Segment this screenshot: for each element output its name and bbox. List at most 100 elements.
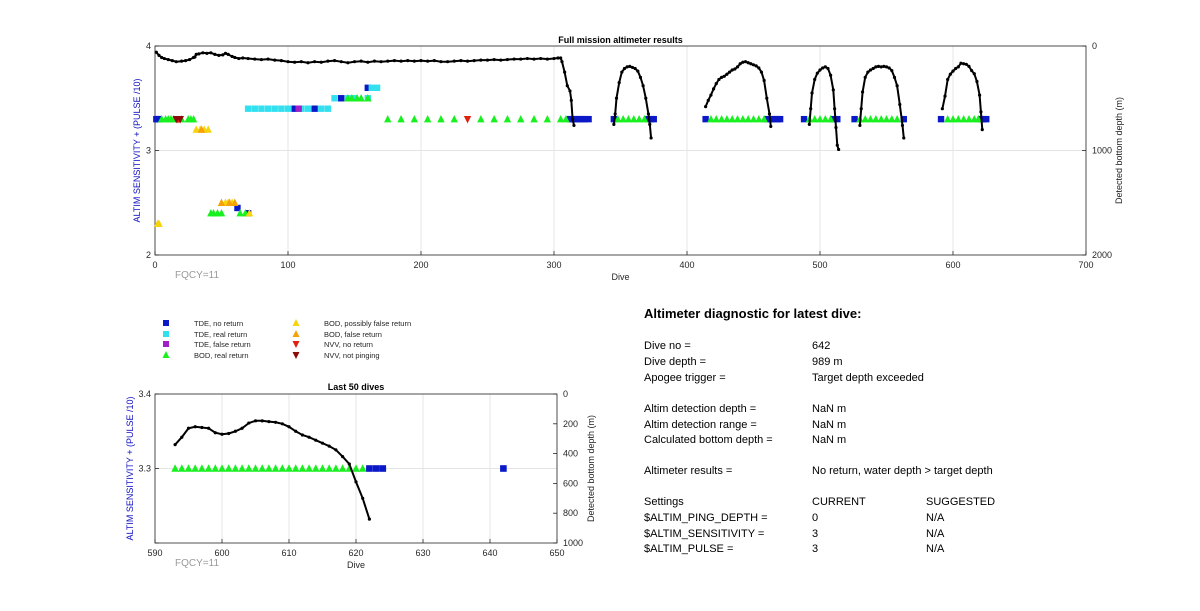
sensitivity-current: 3: [812, 528, 819, 540]
marker-tde-no-return: [776, 115, 784, 123]
bottom-depth-point: [306, 61, 310, 65]
bottom-depth-point: [233, 55, 237, 60]
marker-tde-real-return: [304, 105, 312, 112]
bottom-depth-point: [980, 128, 984, 132]
marker-bod-real-return: [810, 114, 819, 123]
x-tick-label: 100: [280, 260, 295, 270]
bottom-depth-point: [372, 59, 377, 63]
marker-bod-real-return: [562, 114, 570, 123]
bottom-depth-point: [213, 431, 217, 435]
chart-title: Full mission altimeter results: [558, 35, 683, 45]
marker-bod-false-return: [231, 198, 239, 206]
legend-marker-bod-real-return: [162, 351, 170, 358]
bottom-depth-point: [638, 75, 643, 79]
bottom-depth-point: [253, 419, 258, 423]
marker-bod-real-return: [744, 114, 752, 123]
bottom-depth-point: [157, 53, 161, 58]
bottom-depth-point: [644, 96, 648, 100]
bottom-depth-point: [706, 98, 710, 102]
bottom-depth-point: [366, 60, 370, 64]
x-tick-label: 620: [348, 548, 363, 558]
bottom-depth-point: [709, 93, 713, 97]
y-tick-label: 3.4: [138, 389, 151, 399]
bottom-depth-point: [612, 122, 616, 126]
bottom-depth-point: [769, 124, 773, 129]
bottom-depth-point: [565, 84, 569, 88]
bottom-depth-point: [213, 52, 217, 56]
legend-marker-bod-possibly-false-return: [292, 319, 300, 326]
bottom-depth-point: [386, 59, 390, 63]
bottom-depth-point: [241, 56, 245, 60]
marker-bod-real-return: [245, 464, 253, 472]
bottom-depth-point: [874, 65, 878, 69]
marker-bod-real-return: [265, 464, 273, 472]
bottom-depth-point: [712, 87, 716, 91]
bottom-depth-point: [815, 71, 819, 75]
bottom-depth-point: [519, 57, 523, 61]
bottom-depth-point: [240, 426, 244, 430]
legend-label: BOD, false return: [324, 330, 382, 339]
marker-bod-false-return: [217, 198, 226, 206]
marker-bod-real-return: [171, 464, 179, 472]
bottom-depth-point: [735, 65, 740, 69]
marker-bod-real-return: [384, 114, 392, 123]
bottom-depth-point: [505, 57, 510, 62]
legend-marker-nvv-not-pinging: [292, 352, 300, 359]
bottom-depth-point: [866, 70, 870, 74]
marker-bod-real-return: [298, 464, 307, 472]
bottom-depth-point: [319, 60, 323, 64]
bottom-depth-point: [834, 125, 838, 130]
marker-bod-real-return: [437, 114, 445, 123]
bottom-depth-point: [286, 60, 290, 64]
marker-tde-real-return: [264, 105, 272, 112]
marker-bod-real-return: [364, 94, 372, 102]
marker-tde-no-return: [900, 115, 907, 123]
bottom-depth-point: [620, 70, 624, 74]
bottom-depth-point: [613, 112, 617, 116]
bottom-depth-point: [205, 51, 209, 55]
marker-bod-false-return: [225, 198, 234, 206]
bottom-depth-point: [412, 59, 416, 63]
bottom-depth-point: [220, 432, 224, 436]
marker-tde-no-return: [800, 115, 808, 123]
bottom-depth-point: [160, 55, 164, 60]
x-tick-label: 630: [415, 548, 430, 558]
bottom-depth-point: [625, 65, 629, 69]
pulse-row: $ALTIM_PULSE = 3 N/A: [644, 543, 1184, 559]
marker-bod-real-return: [888, 114, 896, 123]
marker-bod-real-return: [258, 464, 266, 472]
marker-tde-real-return: [368, 84, 375, 91]
bottom-depth-point: [221, 53, 225, 57]
bottom-depth-point: [967, 64, 971, 68]
y-axis-label: ALTIM SENSITIVITY + (PULSE /10): [125, 397, 135, 541]
bottom-depth-point: [180, 59, 184, 63]
bottom-depth-line: [155, 51, 575, 126]
x-tick-label: 610: [281, 548, 296, 558]
bottom-depth-point: [722, 74, 726, 78]
x-tick-label: 640: [482, 548, 497, 558]
bottom-depth-point: [826, 66, 830, 71]
marker-bod-real-return: [271, 464, 280, 472]
bottom-depth-point: [749, 62, 753, 66]
altimeter-diagnostic-panel: Altimeter diagnostic for latest dive: Di…: [644, 306, 1184, 566]
legend-marker-tde-real-return: [163, 331, 169, 337]
marker-bod-real-return: [733, 114, 742, 123]
bottom-depth-point: [807, 122, 811, 126]
marker-bod-real-return: [238, 464, 246, 472]
bottom-depth-point: [767, 112, 772, 116]
y2-tick-label: 400: [563, 449, 578, 459]
bottom-depth-point: [738, 62, 742, 66]
marker-tde-false-return: [295, 105, 302, 112]
altim-detection-depth-value: NaN m: [812, 403, 847, 415]
marker-tde-real-return: [284, 105, 292, 112]
legend-label: BOD, real return: [194, 351, 249, 360]
bottom-depth-point: [876, 64, 881, 68]
bottom-depth-point: [465, 59, 470, 63]
marker-bod-real-return: [305, 464, 313, 472]
marker-bod-real-return: [278, 464, 287, 472]
bottom-depth-point: [563, 70, 567, 74]
bottom-depth-point: [347, 462, 351, 466]
marker-tde-no-return: [366, 465, 373, 472]
bottom-depth-point: [472, 59, 476, 63]
bottom-depth-point: [162, 56, 166, 61]
